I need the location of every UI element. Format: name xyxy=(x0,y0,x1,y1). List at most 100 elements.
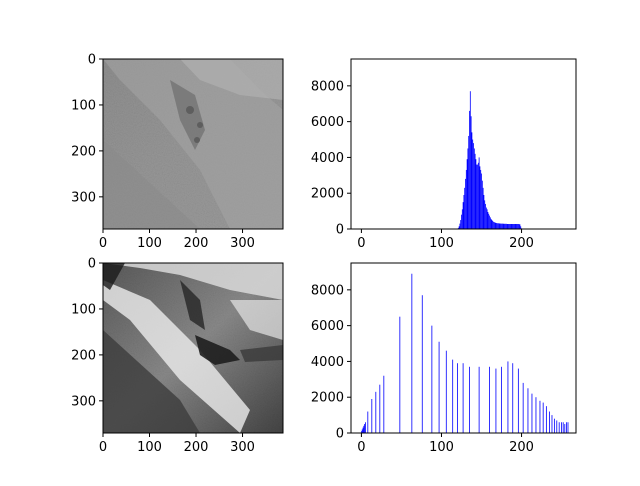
histogram-bar xyxy=(496,223,498,229)
histogram-bar xyxy=(542,402,544,433)
histogram-bar xyxy=(487,212,489,229)
histogram-bar xyxy=(473,143,474,229)
x-tick-label: 300 xyxy=(230,236,255,251)
histogram-bar xyxy=(489,366,490,433)
histogram-bar xyxy=(364,424,366,433)
y-tick-label: 200 xyxy=(71,348,96,363)
histogram-bar xyxy=(375,391,377,433)
histogram-bar xyxy=(361,431,362,433)
histogram-bar xyxy=(506,223,508,229)
equalized-histogram-background xyxy=(351,263,576,433)
x-tick-label: 100 xyxy=(137,236,162,251)
histogram-bar xyxy=(497,223,499,229)
histogram-bar xyxy=(518,224,520,229)
histogram-bar xyxy=(460,220,462,229)
y-tick-label: 8000 xyxy=(311,283,344,298)
equalized-image xyxy=(103,263,283,433)
histogram-bar xyxy=(411,273,413,433)
histogram-bar xyxy=(561,422,562,433)
original-image-frame xyxy=(102,58,284,230)
y-tick-label: 0 xyxy=(336,427,344,442)
histogram-bar xyxy=(459,223,461,229)
histogram-bar xyxy=(513,223,514,229)
histogram-bar xyxy=(465,178,466,229)
histogram-bar xyxy=(469,91,471,229)
histogram-bar xyxy=(545,406,547,433)
histogram-bar xyxy=(476,164,478,229)
histogram-bar xyxy=(421,295,423,433)
histogram-bar xyxy=(489,217,491,229)
histogram-bar xyxy=(445,350,447,433)
histogram-bar xyxy=(531,393,533,433)
histogram-bar xyxy=(495,222,497,229)
histogram-bar xyxy=(461,214,462,229)
y-tick-label: 2000 xyxy=(311,187,344,202)
x-tick-label: 0 xyxy=(357,440,365,455)
histogram-bar xyxy=(461,209,463,229)
histogram-bar xyxy=(539,400,541,433)
histogram-bar xyxy=(567,422,569,433)
original-image-panel: 0 100 200 300 0 100 200 300 xyxy=(71,53,284,252)
histogram-bar xyxy=(475,159,477,229)
histogram-bar xyxy=(478,366,480,433)
histogram-bar xyxy=(507,361,509,433)
x-tick-label: 0 xyxy=(357,236,365,251)
histogram-bar xyxy=(553,418,555,433)
histogram-bar xyxy=(507,223,509,229)
histogram-bar xyxy=(522,382,524,433)
histogram-bar xyxy=(493,221,494,229)
histogram-bar xyxy=(473,148,475,229)
histogram-bar xyxy=(477,164,478,229)
histogram-bar xyxy=(477,162,479,229)
histogram-bar xyxy=(565,422,567,433)
original-image xyxy=(103,59,283,229)
histogram-bar xyxy=(501,223,502,229)
histogram-bar xyxy=(512,223,514,229)
histogram-bar xyxy=(503,223,505,229)
y-tick-label: 0 xyxy=(336,223,344,238)
histogram-bar xyxy=(502,223,504,229)
histogram-bar xyxy=(484,200,486,229)
histogram-bar xyxy=(361,429,363,433)
histogram-bar xyxy=(492,220,494,229)
histogram-bar xyxy=(497,223,498,229)
y-tick-label: 100 xyxy=(71,98,96,113)
y-tick-label: 6000 xyxy=(311,319,344,334)
equalized-image-frame xyxy=(102,262,284,434)
histogram-bar xyxy=(498,223,500,229)
histogram-bar xyxy=(470,116,472,229)
histogram-bar xyxy=(501,366,502,433)
histogram-bar xyxy=(467,148,469,229)
histogram-bar xyxy=(457,363,458,433)
histogram-bar xyxy=(463,195,465,229)
histogram-bar xyxy=(478,157,480,229)
x-tick-label: 0 xyxy=(99,236,107,251)
x-tick-label: 0 xyxy=(99,440,107,455)
equalized-histogram-bars xyxy=(361,273,569,433)
histogram-bar xyxy=(517,368,519,433)
histogram-bar xyxy=(365,422,366,433)
histogram-bar xyxy=(516,223,518,229)
histogram-bar xyxy=(515,223,517,229)
histogram-bar xyxy=(431,325,433,433)
histogram-bar xyxy=(483,195,485,229)
histogram-bar xyxy=(510,223,512,229)
histogram-bar xyxy=(474,153,476,229)
histogram-bar xyxy=(535,397,537,433)
histogram-bar xyxy=(549,411,550,433)
original-image-axes: 0 100 200 300 0 100 200 300 xyxy=(71,53,255,252)
histogram-bar xyxy=(495,368,497,433)
histogram-bar xyxy=(527,388,529,433)
histogram-bar xyxy=(499,223,501,229)
original-histogram-frame xyxy=(350,58,577,230)
histogram-bar xyxy=(479,166,481,229)
equalized-image-panel: 0 100 200 300 0 100 200 300 xyxy=(71,257,284,455)
x-tick-label: 200 xyxy=(509,236,534,251)
x-tick-label: 200 xyxy=(184,440,209,455)
histogram-bar xyxy=(500,223,502,229)
histogram-bar xyxy=(511,223,513,229)
histogram-bar xyxy=(509,223,510,229)
histogram-bar xyxy=(466,159,468,229)
